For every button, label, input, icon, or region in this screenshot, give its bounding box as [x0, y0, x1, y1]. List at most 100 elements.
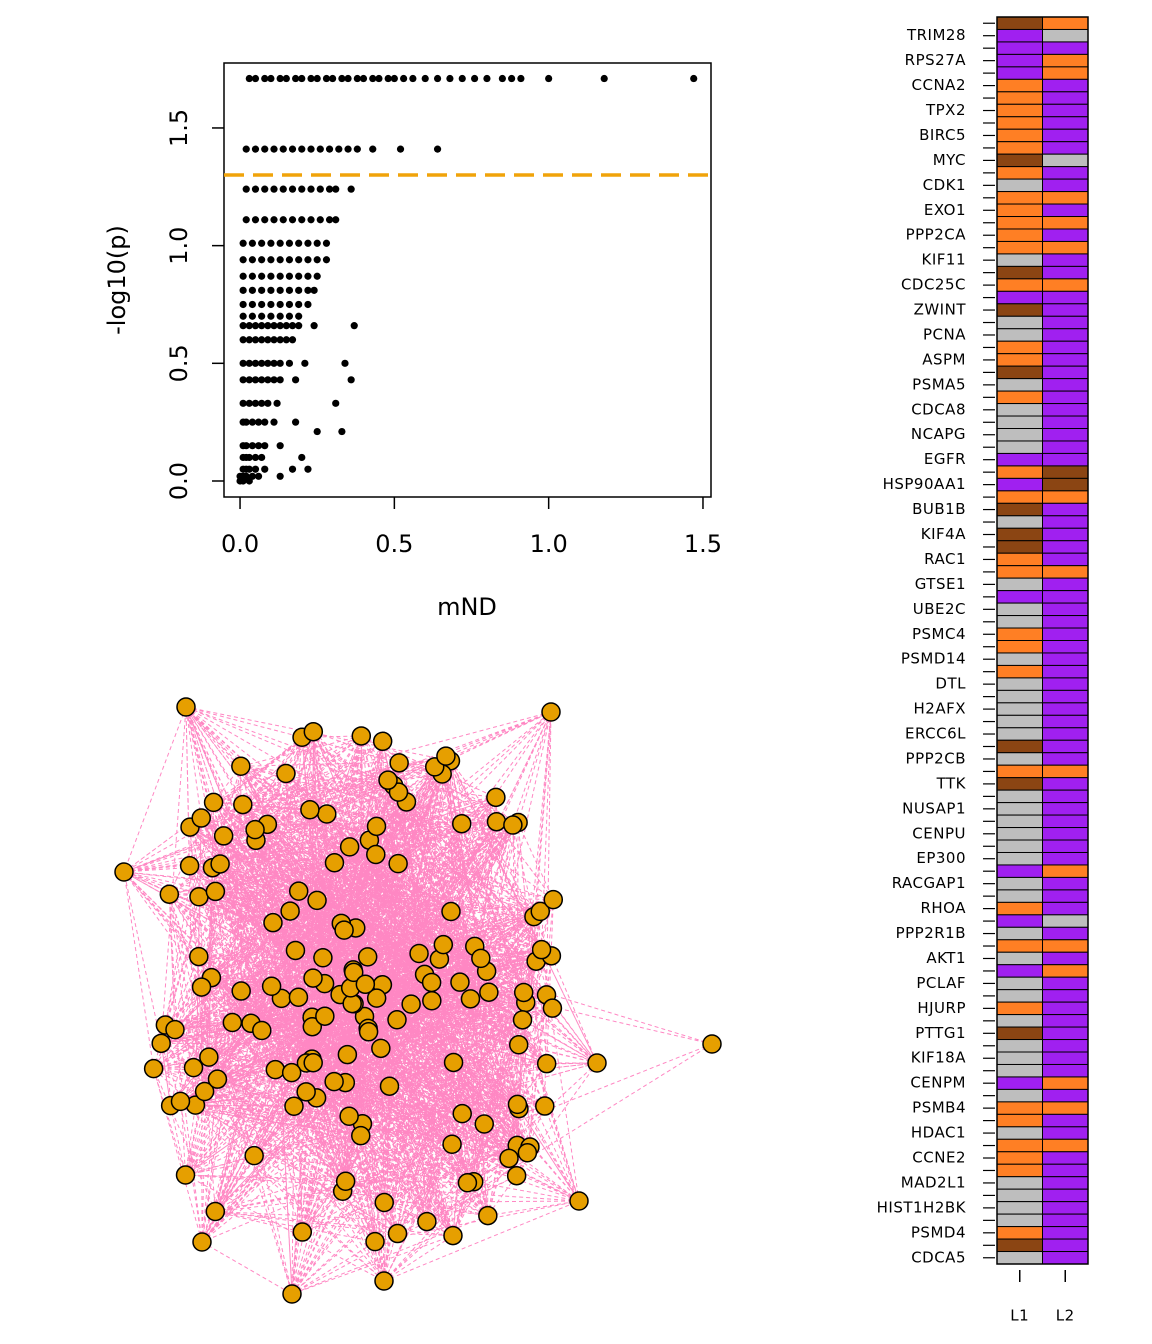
heatmap-cell — [996, 216, 1043, 230]
network-node — [478, 1205, 498, 1226]
point — [251, 399, 260, 407]
point — [261, 74, 269, 83]
network-node — [231, 981, 251, 1001]
y-tick-label: 1.0 — [165, 227, 193, 265]
point — [313, 256, 321, 264]
point — [285, 312, 294, 320]
point — [690, 74, 698, 83]
point — [304, 300, 312, 309]
point — [291, 74, 300, 83]
heatmap-cell — [1042, 440, 1089, 454]
heatmap-cell — [1042, 1014, 1089, 1028]
point — [276, 312, 284, 320]
heatmap-cell — [996, 577, 1043, 592]
point — [338, 427, 346, 436]
heatmap-cell — [996, 303, 1043, 317]
row-label: AKT1 — [926, 949, 966, 967]
network-node — [486, 787, 506, 808]
point — [483, 74, 491, 83]
point — [267, 256, 275, 264]
heatmap-cell — [1042, 727, 1089, 741]
network-node — [252, 1020, 272, 1041]
network-node — [507, 1094, 528, 1115]
point — [285, 272, 294, 280]
row-label: CDCA5 — [911, 1248, 966, 1266]
network-node — [205, 881, 226, 902]
point — [307, 74, 315, 83]
heatmap-cell — [996, 16, 1043, 30]
heatmap-cell — [1042, 103, 1089, 118]
heatmap-cell — [1042, 515, 1089, 529]
heatmap-cell — [996, 926, 1043, 941]
network-node — [288, 987, 309, 1008]
network-node — [452, 1103, 472, 1124]
x-tick-label: 0.0 — [221, 530, 259, 558]
point — [270, 216, 278, 224]
point — [264, 376, 272, 384]
point — [264, 359, 272, 367]
heatmap-cell — [1042, 116, 1089, 130]
heatmap-cell — [1042, 1051, 1089, 1065]
point — [353, 145, 361, 153]
point — [254, 442, 263, 450]
heatmap-cell — [1042, 1201, 1089, 1215]
point — [261, 216, 269, 224]
point — [298, 145, 306, 153]
heatmap-cell — [996, 253, 1043, 267]
network-node — [479, 982, 499, 1002]
network-node — [179, 856, 200, 876]
heatmap-cell — [1042, 976, 1089, 991]
heatmap-cell — [996, 1063, 1043, 1078]
heatmap-cell — [1042, 1251, 1089, 1265]
row-label: PTTG1 — [915, 1024, 966, 1042]
point — [254, 418, 263, 426]
point — [470, 74, 479, 83]
heatmap-cell — [1042, 889, 1089, 903]
network-node — [422, 990, 442, 1011]
network-node — [351, 1125, 371, 1146]
network-node — [569, 1191, 589, 1211]
network-node — [503, 815, 523, 835]
network-node — [379, 1076, 400, 1096]
network-node — [183, 1057, 204, 1078]
point — [304, 256, 312, 264]
point — [242, 185, 250, 193]
heatmap-cell — [996, 1001, 1043, 1016]
point — [251, 376, 260, 384]
heatmap-cell — [996, 602, 1043, 617]
row-label: UBE2C — [913, 600, 966, 618]
network-node — [296, 1082, 316, 1102]
row-label: PPP2R1B — [896, 924, 966, 942]
point — [239, 336, 247, 344]
row-label: PCNA — [923, 325, 966, 343]
heatmap-cell — [996, 552, 1043, 567]
heatmap-cell — [1042, 689, 1089, 704]
heatmap-cell — [996, 1088, 1043, 1103]
point — [276, 472, 284, 480]
point — [285, 256, 294, 264]
point — [276, 300, 284, 309]
heatmap-cell — [996, 502, 1043, 517]
heatmap-cell — [1042, 16, 1089, 30]
heatmap-frame — [996, 16, 1089, 1265]
network-node — [231, 756, 251, 777]
network-node — [189, 887, 209, 907]
heatmap-cell — [996, 951, 1043, 966]
heatmap-cell — [996, 1101, 1043, 1115]
network-node — [358, 1022, 379, 1042]
heatmap-cell — [996, 540, 1043, 554]
heatmap-cell — [1042, 502, 1089, 517]
network-node — [170, 1091, 191, 1112]
point — [258, 312, 266, 320]
heatmap-cell — [996, 876, 1043, 891]
heatmap-cell — [996, 465, 1043, 479]
network-node — [317, 804, 337, 824]
network-node — [282, 1284, 302, 1304]
point — [239, 300, 247, 309]
heatmap-cell — [1042, 1113, 1089, 1128]
point — [298, 216, 306, 224]
point — [295, 322, 303, 330]
row-label: RACGAP1 — [892, 874, 966, 892]
row-label: PSMD14 — [901, 650, 966, 668]
point — [310, 286, 318, 294]
